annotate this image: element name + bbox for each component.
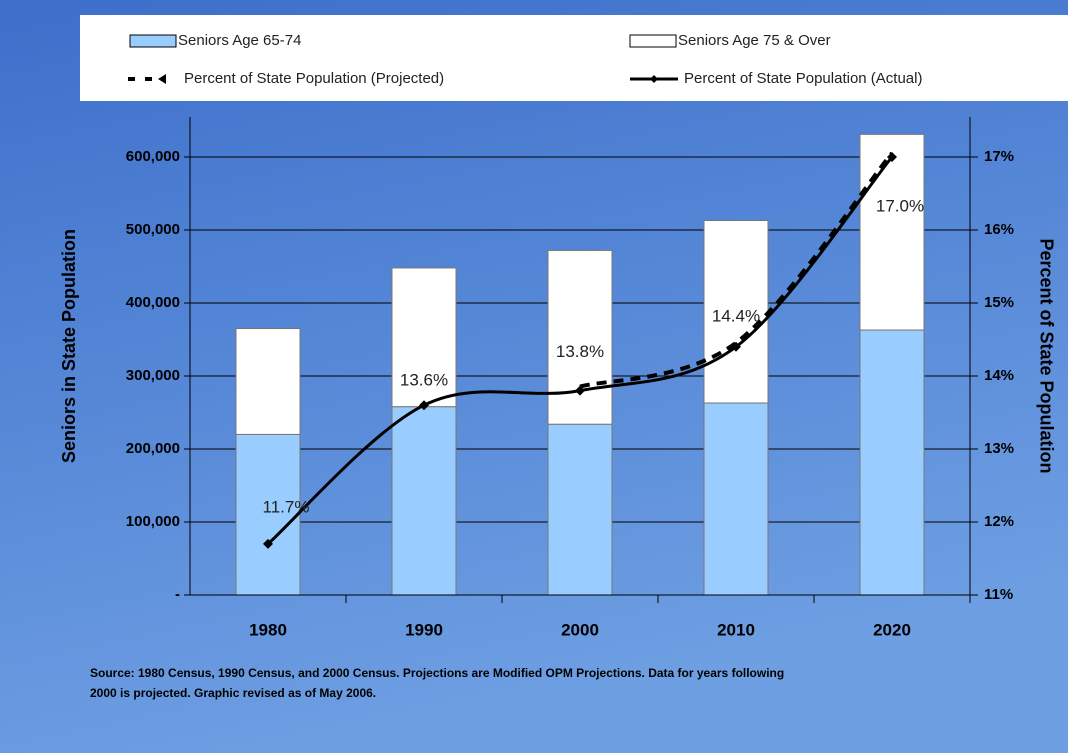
y2-axis-title: Percent of State Population xyxy=(1036,238,1056,473)
bar xyxy=(235,328,301,435)
y2-tick-label: 14% xyxy=(984,367,1014,384)
x-tick-label: 2010 xyxy=(717,620,755,639)
source-line: Source: 1980 Census, 1990 Census, and 20… xyxy=(90,666,784,680)
y2-tick-label: 16% xyxy=(984,221,1014,238)
legend-label: Seniors Age 65-74 xyxy=(178,32,301,49)
bar xyxy=(391,406,457,596)
y2-tick-label: 17% xyxy=(984,148,1014,165)
data-label: 13.6% xyxy=(400,371,448,390)
y-tick-label: 300,000 xyxy=(126,367,180,384)
y2-tick-label: 11% xyxy=(984,586,1013,603)
line-series xyxy=(579,151,894,389)
legend-swatch xyxy=(650,75,658,83)
legend-swatch xyxy=(158,74,166,84)
legend-swatch xyxy=(129,34,177,48)
bar xyxy=(547,249,613,425)
data-label: 14.4% xyxy=(712,306,760,325)
point xyxy=(419,400,429,411)
bar xyxy=(859,329,925,596)
source-line: 2000 is projected. Graphic revised as of… xyxy=(90,686,376,700)
y-axis-title: Seniors in State Population xyxy=(59,229,79,463)
legend-label: Seniors Age 75 & Over xyxy=(678,32,831,49)
legend-swatch xyxy=(629,34,677,48)
x-tick-label: 2020 xyxy=(873,620,911,639)
y2-tick-label: 12% xyxy=(984,513,1014,530)
y-tick-label: 400,000 xyxy=(126,294,180,311)
point xyxy=(263,538,273,549)
x-tick-label: 1990 xyxy=(405,620,443,639)
data-label: 11.7% xyxy=(263,497,310,516)
bar xyxy=(235,433,301,596)
point xyxy=(731,341,741,352)
y-tick-label: 600,000 xyxy=(126,148,180,165)
bar xyxy=(859,133,925,331)
legend-label: Percent of State Population (Projected) xyxy=(184,70,444,87)
point xyxy=(887,152,897,162)
x-tick-label: 1980 xyxy=(249,620,287,639)
data-label: 13.8% xyxy=(556,342,604,361)
x-tick-label: 2000 xyxy=(561,620,599,639)
bar xyxy=(547,423,613,596)
y-tick-label: 200,000 xyxy=(126,440,180,457)
y-tick-label: - xyxy=(175,586,180,603)
legend-label: Percent of State Population (Actual) xyxy=(684,70,922,87)
legend-box xyxy=(80,15,1068,101)
y-tick-label: 100,000 xyxy=(126,513,180,530)
bar xyxy=(703,220,769,404)
point xyxy=(575,385,585,396)
data-label: 17.0% xyxy=(876,196,924,215)
y-tick-label: 500,000 xyxy=(126,221,180,238)
y2-tick-label: 15% xyxy=(984,294,1014,311)
bar xyxy=(703,402,769,596)
y2-tick-label: 13% xyxy=(984,440,1014,457)
